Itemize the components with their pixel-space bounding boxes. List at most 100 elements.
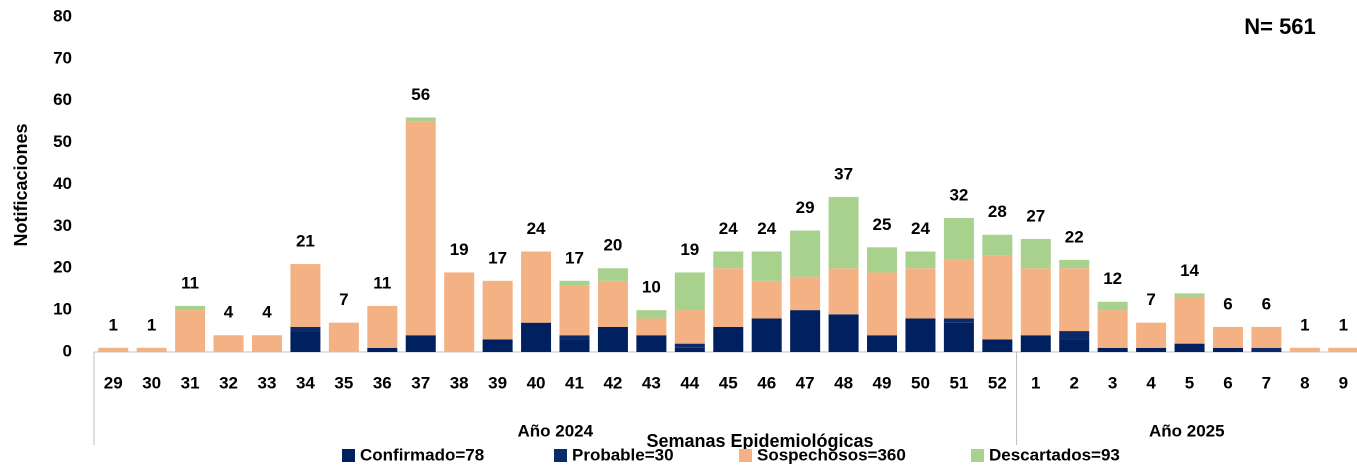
bar-segment <box>1289 347 1320 352</box>
bar-segment <box>905 318 936 352</box>
y-tick-label: 10 <box>53 300 72 319</box>
bar-segment <box>751 251 782 281</box>
x-axis-title: Semanas Epidemiológicas <box>646 431 873 451</box>
data-label: 4 <box>262 303 272 322</box>
data-label: 1 <box>108 315 117 334</box>
bar-segment <box>290 326 321 332</box>
bar-segment <box>1059 259 1090 269</box>
bar-segment <box>405 335 436 352</box>
bar-segment <box>636 310 667 319</box>
bar-segment <box>559 335 590 340</box>
bar-segment <box>943 318 974 323</box>
bar-segment <box>597 280 628 327</box>
data-label: 12 <box>1103 269 1122 288</box>
bar-segment <box>559 285 590 336</box>
bar-segment <box>943 218 974 260</box>
y-tick-label: 30 <box>53 216 72 235</box>
bar-segment <box>982 339 1013 352</box>
x-tick-label: 49 <box>873 373 892 392</box>
x-tick-label: 2 <box>1069 373 1078 392</box>
x-tick-label: 47 <box>796 373 815 392</box>
bar-segment <box>405 117 436 122</box>
data-label: 1 <box>1300 315 1309 334</box>
y-tick-label: 0 <box>63 341 72 360</box>
x-tick-label: 33 <box>258 373 277 392</box>
data-label: 14 <box>1180 261 1199 280</box>
bar-segment <box>482 339 513 352</box>
x-tick-label: 7 <box>1262 373 1271 392</box>
x-tick-label: 40 <box>527 373 546 392</box>
legend-swatch <box>554 449 567 462</box>
bar-segment <box>290 264 321 327</box>
bar-segment <box>1212 347 1243 352</box>
bar-segment <box>828 314 859 352</box>
x-tick-label: 51 <box>949 373 968 392</box>
y-axis-title: Notificaciones <box>11 123 31 246</box>
bar-segment <box>213 335 244 352</box>
annotation: N= 561 <box>1244 14 1316 39</box>
x-tick-label: 9 <box>1339 373 1348 392</box>
bar-segment <box>1212 326 1243 348</box>
bar-segment <box>1020 335 1051 352</box>
data-label: 20 <box>603 236 622 255</box>
data-label: 37 <box>834 165 853 184</box>
bar-segment <box>674 347 705 352</box>
legend-label: Sospechosos=360 <box>757 445 906 464</box>
bar-segment <box>790 310 821 352</box>
x-tick-label: 6 <box>1223 373 1232 392</box>
group-label: Año 2024 <box>517 421 593 440</box>
bar-segment <box>905 251 936 269</box>
x-tick-label: 46 <box>757 373 776 392</box>
data-label: 17 <box>488 248 507 267</box>
bar-segment <box>328 322 359 352</box>
data-label: 17 <box>565 248 584 267</box>
x-tick-label: 31 <box>181 373 200 392</box>
data-label: 56 <box>411 85 430 104</box>
bar-segment <box>713 251 744 269</box>
data-label: 6 <box>1262 294 1271 313</box>
x-tick-label: 50 <box>911 373 930 392</box>
x-tick-label: 52 <box>988 373 1007 392</box>
bar-segment <box>828 197 859 269</box>
bar-segment <box>1059 339 1090 352</box>
bar-segment <box>175 310 206 352</box>
bar-segment <box>982 255 1013 340</box>
bar-segment <box>136 347 167 352</box>
bar-segment <box>982 234 1013 256</box>
bar-segment <box>790 230 821 277</box>
x-tick-label: 30 <box>142 373 161 392</box>
bar-segment <box>1328 347 1357 352</box>
data-label: 19 <box>450 240 469 259</box>
x-tick-label: 43 <box>642 373 661 392</box>
bar-segment <box>943 322 974 352</box>
x-tick-label: 45 <box>719 373 738 392</box>
data-label: 1 <box>1339 315 1348 334</box>
bar-segment <box>1097 310 1128 348</box>
bar-segment <box>597 326 628 352</box>
bar-segment <box>175 305 206 311</box>
bar-segment <box>636 318 667 336</box>
data-label: 1 <box>147 315 156 334</box>
data-label: 21 <box>296 232 315 251</box>
bar-segment <box>674 310 705 344</box>
bar-segment <box>367 347 398 352</box>
bar-segment <box>751 318 782 352</box>
bar-segment <box>867 247 898 273</box>
legend-swatch <box>971 449 984 462</box>
bar-segment <box>559 280 590 285</box>
legend-label: Descartados=93 <box>989 445 1120 464</box>
x-tick-label: 34 <box>296 373 315 392</box>
x-tick-label: 42 <box>603 373 622 392</box>
bar-segment <box>521 322 552 352</box>
bar-segment <box>290 331 321 352</box>
bar-segment <box>251 335 282 352</box>
data-label: 25 <box>873 215 892 234</box>
bar-segment <box>905 268 936 319</box>
x-tick-label: 32 <box>219 373 238 392</box>
y-tick-label: 60 <box>53 90 72 109</box>
y-tick-label: 80 <box>53 6 72 25</box>
bar-segment <box>1174 293 1205 298</box>
bar-segment <box>1059 331 1090 340</box>
y-tick-label: 20 <box>53 258 72 277</box>
